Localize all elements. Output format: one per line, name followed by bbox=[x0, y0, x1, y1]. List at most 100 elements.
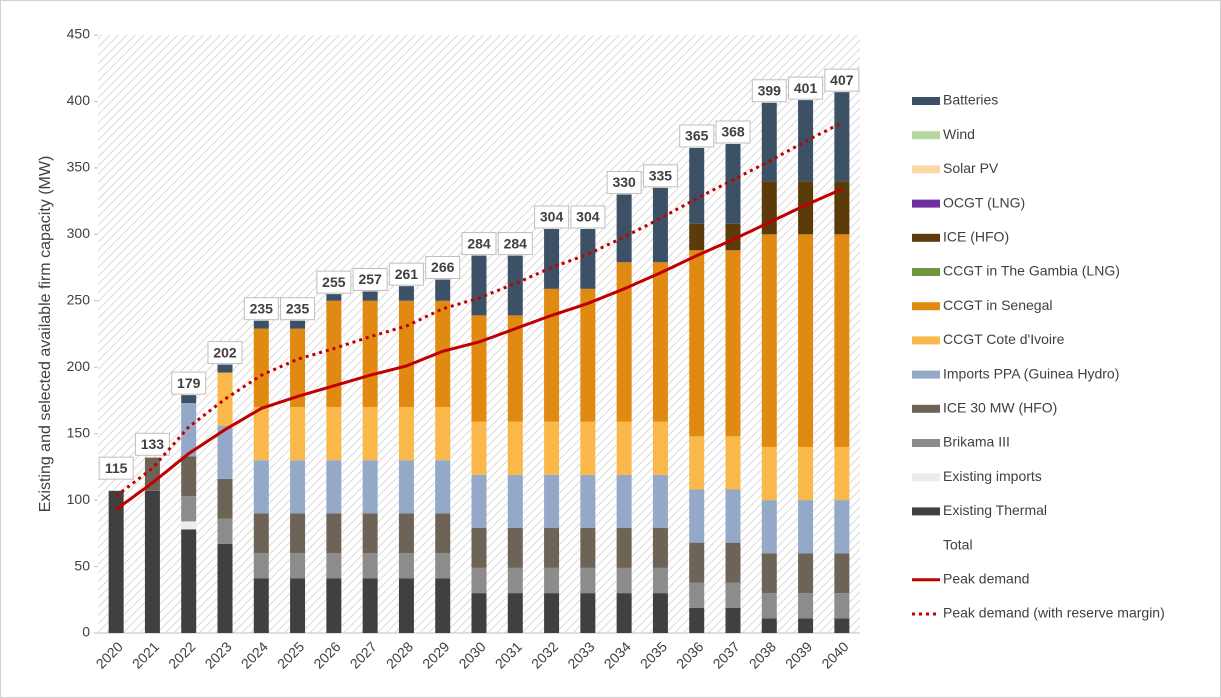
legend-swatch bbox=[912, 233, 940, 242]
total-label: 115 bbox=[105, 460, 128, 476]
legend-swatch bbox=[912, 370, 940, 379]
bar-segment bbox=[471, 474, 487, 529]
total-label-box bbox=[280, 297, 316, 321]
bar-segment bbox=[471, 567, 487, 594]
total-label: 235 bbox=[286, 300, 310, 316]
bar-segment bbox=[652, 593, 668, 633]
bar-segment bbox=[181, 456, 197, 497]
bar-segment bbox=[435, 578, 451, 633]
total-label-box bbox=[171, 371, 207, 395]
bar-segment bbox=[217, 425, 233, 479]
bar-segment bbox=[326, 578, 342, 633]
y-tick-label: 0 bbox=[82, 624, 90, 640]
legend-swatch bbox=[912, 97, 940, 105]
bar-segment bbox=[398, 553, 414, 579]
bar-segment bbox=[725, 223, 741, 251]
bar-segment bbox=[253, 320, 269, 329]
bar-segment bbox=[471, 315, 487, 422]
bar-segment bbox=[326, 513, 342, 554]
bar-segment bbox=[544, 288, 560, 422]
bar-segment bbox=[834, 181, 850, 235]
bar-segment bbox=[326, 407, 342, 461]
bar-segment bbox=[362, 291, 378, 301]
y-tick-label: 450 bbox=[67, 26, 91, 42]
bar-segment bbox=[725, 489, 741, 543]
bar-segment bbox=[689, 607, 705, 633]
bar-segment bbox=[471, 421, 487, 475]
bar-segment bbox=[834, 234, 850, 447]
bar-segment bbox=[725, 250, 741, 437]
legend-swatch bbox=[912, 165, 940, 174]
bar-segment bbox=[798, 446, 814, 501]
bar-segment bbox=[435, 407, 451, 461]
total-label-box bbox=[207, 341, 243, 365]
bar-segment bbox=[253, 460, 269, 514]
bar-segment bbox=[544, 229, 560, 289]
bar-segment bbox=[834, 92, 850, 182]
bar-segment bbox=[689, 582, 705, 608]
bar-segment bbox=[689, 542, 705, 583]
bar-segment bbox=[689, 223, 705, 251]
bar-segment bbox=[652, 262, 668, 422]
legend-label: Peak demand (with reserve margin) bbox=[943, 605, 1165, 621]
bar-segment bbox=[362, 553, 378, 579]
bar-segment bbox=[580, 528, 596, 568]
bar-segment bbox=[834, 553, 850, 594]
bar-segment bbox=[652, 474, 668, 529]
legend-swatch bbox=[912, 439, 940, 447]
bar-segment bbox=[144, 490, 160, 633]
total-label-box bbox=[134, 432, 170, 456]
bar-segment bbox=[326, 294, 342, 301]
bar-segment bbox=[217, 372, 233, 426]
legend-label: ICE 30 MW (HFO) bbox=[943, 400, 1057, 416]
bar-segment bbox=[798, 500, 814, 554]
bar-segment bbox=[761, 553, 777, 594]
bar-segment bbox=[652, 567, 668, 594]
bar-segment bbox=[544, 474, 560, 529]
line bbox=[115, 187, 843, 511]
bar-segment bbox=[362, 578, 378, 633]
bar-segment bbox=[398, 513, 414, 554]
total-label: 335 bbox=[649, 168, 673, 184]
total-label: 202 bbox=[213, 344, 237, 360]
bar-segment bbox=[253, 553, 269, 579]
bar-segment bbox=[652, 187, 668, 263]
legend-swatch bbox=[912, 268, 940, 276]
bar-segment bbox=[834, 618, 850, 633]
legend-label: Existing imports bbox=[943, 468, 1042, 484]
bar-segment bbox=[507, 315, 523, 422]
bar-segment bbox=[652, 421, 668, 475]
bar-segment bbox=[580, 421, 596, 475]
bar-segment bbox=[253, 407, 269, 461]
bar-segment bbox=[616, 567, 632, 594]
total-label-box bbox=[679, 124, 715, 148]
bar-segment bbox=[544, 421, 560, 475]
total-label: 235 bbox=[250, 300, 274, 316]
bar-segment bbox=[725, 143, 741, 224]
legend-swatch bbox=[912, 404, 940, 413]
total-label-box bbox=[534, 205, 570, 229]
legend-label: Wind bbox=[943, 126, 975, 142]
total-label-box bbox=[606, 170, 642, 194]
legend-label: CCGT in The Gambia (LNG) bbox=[943, 263, 1120, 279]
total-label-box bbox=[98, 456, 134, 480]
bar-segment bbox=[507, 421, 523, 475]
bar-segment bbox=[761, 446, 777, 501]
bar-segment bbox=[362, 300, 378, 408]
total-label: 266 bbox=[431, 259, 455, 275]
y-tick-label: 100 bbox=[67, 491, 91, 507]
legend-label: Imports PPA (Guinea Hydro) bbox=[943, 365, 1119, 381]
y-tick-label: 200 bbox=[67, 358, 91, 374]
legend-label: Total bbox=[943, 536, 973, 552]
bar-segment bbox=[217, 478, 233, 519]
total-label: 257 bbox=[358, 271, 382, 287]
total-label: 133 bbox=[141, 436, 165, 452]
bar-segment bbox=[471, 255, 487, 316]
bar-segment bbox=[689, 436, 705, 490]
bar-segment bbox=[580, 474, 596, 529]
y-tick-label: 350 bbox=[67, 159, 91, 175]
total-label-box bbox=[824, 68, 860, 92]
bar-segment bbox=[290, 553, 306, 579]
bar-segment bbox=[507, 567, 523, 594]
